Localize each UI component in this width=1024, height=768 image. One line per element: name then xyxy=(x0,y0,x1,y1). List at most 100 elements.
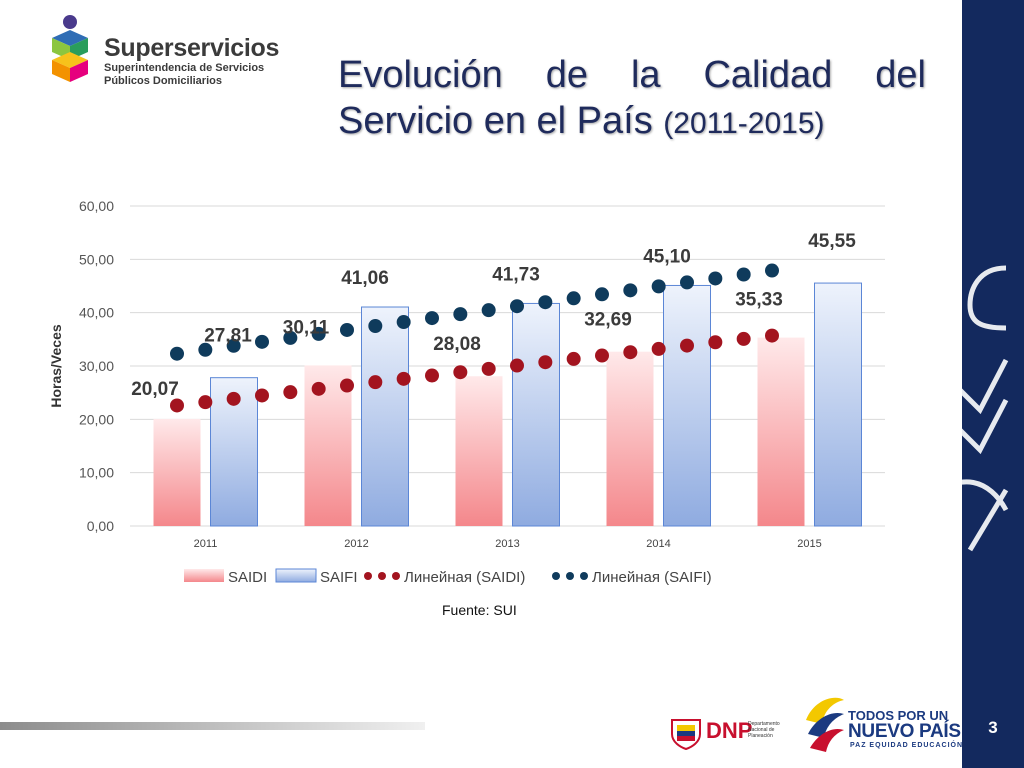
y-tick-label: 10,00 xyxy=(79,465,114,481)
brand-subtitle-line2: Públicos Domiciliarios xyxy=(104,75,222,87)
legend-label-saifi: SAIFI xyxy=(320,569,358,586)
legend-label-trend-saifi: Линейная (SAIFI) xyxy=(592,569,712,586)
data-label-saifi: 45,55 xyxy=(808,231,856,252)
legend-swatch-trend-saidi xyxy=(378,572,386,580)
trend-saifi-dot xyxy=(481,303,496,318)
legend-label-trend-saidi: Линейная (SAIDI) xyxy=(404,569,525,586)
bar-saidi xyxy=(304,365,352,526)
x-tick-label: 2012 xyxy=(344,538,368,550)
trend-saidi-dot xyxy=(453,365,468,380)
data-label-saifi: 41,73 xyxy=(492,264,540,285)
y-tick-label: 50,00 xyxy=(79,251,114,267)
trend-saidi-dot xyxy=(226,391,241,406)
trend-saifi-dot xyxy=(340,322,354,337)
trend-saidi-dot xyxy=(255,388,269,403)
trend-saidi-dot xyxy=(198,395,213,410)
superservicios-logo-icon xyxy=(52,15,88,82)
trend-saifi-dot xyxy=(198,342,213,357)
trend-saifi-dot xyxy=(765,263,779,278)
y-tick-label: 0,00 xyxy=(87,518,114,534)
decorative-curves-icon xyxy=(928,265,1009,552)
trend-saidi-dot xyxy=(736,331,751,346)
data-label-saidi: 35,33 xyxy=(735,290,783,311)
source-note: Fuente: SUI xyxy=(442,602,517,618)
page-number: 3 xyxy=(988,718,998,737)
trend-saifi-dot xyxy=(566,291,581,306)
bar-saidi xyxy=(455,376,503,526)
dnp-small-text: Departamento Nacional de Planeación xyxy=(748,721,780,739)
data-label-saifi: 41,06 xyxy=(341,268,389,289)
x-tick-label: 2013 xyxy=(495,538,519,550)
data-label-saidi: 32,69 xyxy=(584,310,632,331)
brand-name: Superservicios xyxy=(104,34,280,62)
trend-saifi-dot xyxy=(283,330,298,345)
trend-saifi-dot xyxy=(736,267,751,282)
trend-saifi-dot xyxy=(368,319,383,333)
bar-saifi xyxy=(512,302,560,527)
trend-saifi-dot xyxy=(425,311,439,326)
legend-swatch-trend-saidi xyxy=(392,572,400,580)
slide-title: Evolución de la Calidad del Servicio en … xyxy=(338,52,926,147)
trend-saidi-dot xyxy=(566,351,581,366)
bar-saidi xyxy=(153,418,201,526)
legend-swatch-trend-saifi xyxy=(552,572,560,580)
trend-saidi-dot xyxy=(538,355,553,370)
trend-saifi-dot xyxy=(680,275,694,290)
trend-saidi-dot xyxy=(651,341,666,356)
legend-swatch-saidi xyxy=(184,569,224,582)
gov-slogan-line2: NUEVO PAÍS xyxy=(848,721,961,742)
legend-label-saidi: SAIDI xyxy=(228,569,267,586)
footer-rule xyxy=(0,722,425,730)
slide-title-main: Evolución de la Calidad del Servicio en … xyxy=(338,54,926,142)
brand-subtitle: Superintendencia de Servicios Públicos D… xyxy=(104,62,264,88)
data-label-saidi: 28,08 xyxy=(433,334,481,355)
trend-saidi-dot xyxy=(425,368,439,383)
legend-swatch-trend-saifi xyxy=(566,572,574,580)
trend-saidi-dot xyxy=(396,371,411,386)
bar-saifi xyxy=(814,282,862,527)
y-tick-label: 60,00 xyxy=(79,198,114,214)
trend-saidi-dot xyxy=(623,345,638,360)
trend-saifi-dot xyxy=(595,287,609,302)
trend-saidi-dot xyxy=(680,338,694,353)
legend-swatch-saifi xyxy=(275,568,317,583)
data-label-saidi: 20,07 xyxy=(131,379,179,400)
trend-saifi-dot xyxy=(311,326,326,341)
trend-saidi-dot xyxy=(510,358,524,373)
trend-saidi-dot xyxy=(765,328,779,343)
y-tick-label: 40,00 xyxy=(79,305,114,321)
data-label-saidi: 30,11 xyxy=(283,317,330,338)
trend-saifi-dot xyxy=(623,283,638,298)
trend-saidi-dot xyxy=(708,335,723,350)
gov-slogan-line1: TODOS POR UN xyxy=(848,708,949,723)
y-tick-label: 20,00 xyxy=(79,411,114,427)
trend-saifi-dot xyxy=(651,279,666,294)
bar-saidi xyxy=(606,351,654,526)
trend-saidi-dot xyxy=(283,385,298,400)
trend-saidi-dot xyxy=(481,361,496,376)
colombia-shield-icon xyxy=(671,719,701,750)
gov-slogan-line3: PAZ EQUIDAD EDUCACIÓN xyxy=(850,742,964,749)
brand-subtitle-line1: Superintendencia de Servicios xyxy=(104,62,265,74)
quality-chart: 0,00 10,00 20,00 30,00 40,00 50,00 60,00 Horas/… xyxy=(48,198,885,586)
bar-saifi xyxy=(361,306,409,527)
trend-saifi-dot xyxy=(708,271,723,286)
trend-saidi-dot xyxy=(595,348,609,363)
trend-saidi-dot xyxy=(311,381,326,396)
trend-saidi-dot xyxy=(170,398,184,413)
trend-saidi-dot xyxy=(340,378,354,393)
trend-saifi-dot xyxy=(538,295,553,310)
data-label-saifi: 27,81 xyxy=(204,326,252,347)
todos-por-un-nuevo-pais-flag-icon xyxy=(806,697,844,752)
trend-saifi-dot xyxy=(510,299,524,314)
x-tick-label: 2015 xyxy=(797,538,821,550)
y-tick-label: 30,00 xyxy=(79,358,114,374)
bar-saifi xyxy=(663,284,711,527)
bar-saidi xyxy=(757,337,805,526)
legend-swatch-trend-saifi xyxy=(580,572,588,580)
x-tick-label: 2011 xyxy=(194,538,218,550)
trend-saifi-dot xyxy=(226,338,241,353)
dnp-label: DNP xyxy=(706,718,753,743)
trend-saifi-dot xyxy=(170,346,184,361)
trend-saifi-dot xyxy=(453,307,468,322)
